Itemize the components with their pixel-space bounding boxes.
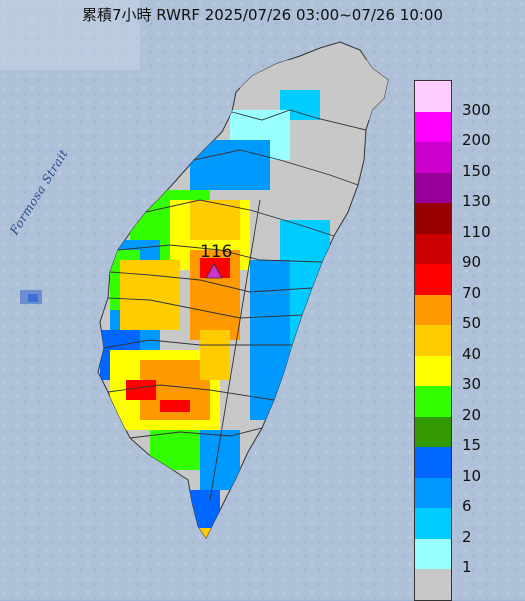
legend-swatch (415, 142, 451, 173)
legend-swatch (415, 172, 451, 203)
legend-label: 2 (462, 527, 472, 546)
map-title: 累積7小時 RWRF 2025/07/26 03:00~07/26 10:00 (81, 6, 444, 24)
legend-swatch (415, 81, 451, 112)
legend-label: 6 (462, 497, 472, 515)
legend-swatch (415, 416, 451, 447)
county-boundaries (103, 109, 367, 501)
legend-label: 20 (462, 405, 482, 424)
legend-label: 300 (462, 100, 491, 119)
legend-label: 90 (462, 253, 482, 271)
legend-label: 1 (462, 558, 472, 576)
legend-label: 50 (462, 314, 482, 332)
legend-label: 15 (462, 436, 482, 454)
legend-swatch (415, 325, 451, 356)
legend-swatch (415, 294, 451, 325)
legend-label: 110 (462, 222, 491, 241)
legend-swatch (415, 386, 451, 417)
color-legend (414, 80, 452, 601)
max-rain-marker-icon (205, 263, 223, 279)
legend-swatch (415, 111, 451, 142)
legend-label: 30 (462, 375, 482, 393)
legend-swatch (415, 538, 451, 569)
legend-swatch (415, 264, 451, 295)
legend-swatch (415, 508, 451, 539)
legend-swatch (415, 477, 451, 508)
legend-swatch (415, 355, 451, 386)
legend-label: 130 (462, 192, 491, 210)
legend-label: 200 (462, 131, 491, 149)
max-rain-value: 116 (200, 242, 233, 262)
legend-label: 40 (462, 344, 482, 363)
legend-swatch (415, 233, 451, 264)
legend-swatch (415, 569, 451, 600)
legend-label: 150 (462, 161, 491, 180)
legend-label: 70 (462, 283, 482, 302)
legend-swatch (415, 203, 451, 234)
legend-label: 10 (462, 466, 482, 485)
legend-swatch (415, 447, 451, 478)
